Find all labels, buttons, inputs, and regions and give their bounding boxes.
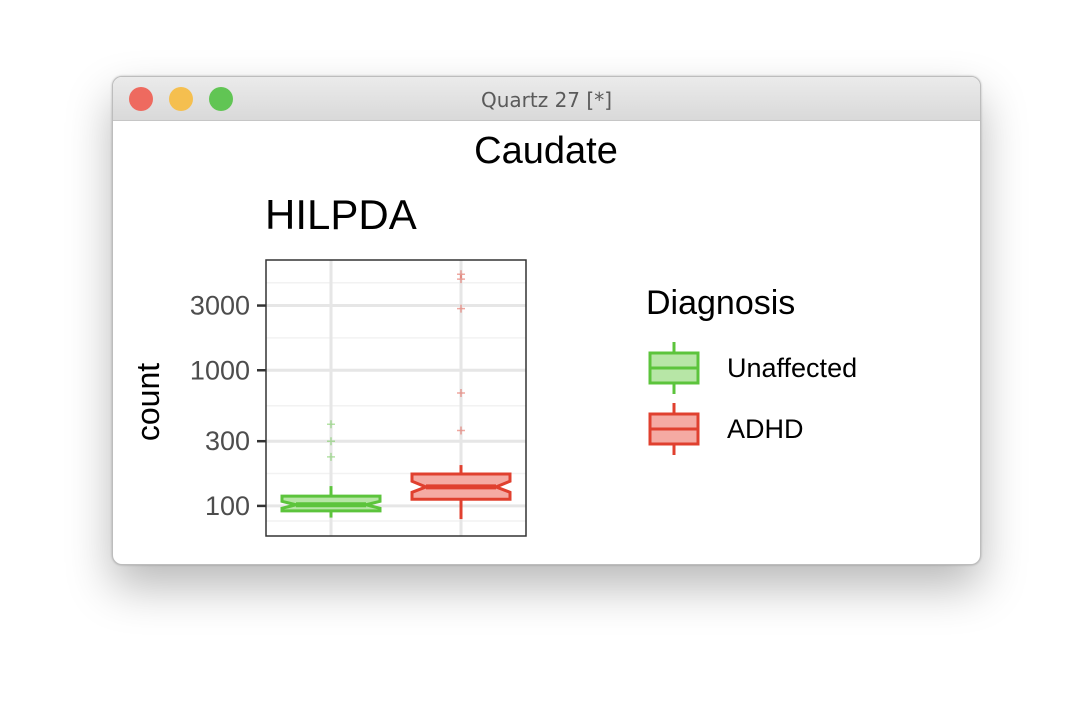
legend-entry-unaffected: Unaffected	[648, 342, 857, 394]
legend-label: Unaffected	[727, 353, 857, 383]
outlier-point	[327, 437, 335, 446]
close-window-button[interactable]	[129, 87, 153, 111]
y-axis-label: count	[130, 363, 166, 441]
outlier-point	[457, 275, 465, 284]
legend-title: Diagnosis	[646, 284, 795, 322]
box-adhd	[410, 270, 512, 520]
legend: Unaffected ADHD	[648, 342, 857, 455]
y-axis: 100 300 1000 3000	[190, 291, 266, 521]
outlier-point	[327, 420, 335, 429]
zoom-window-button[interactable]	[209, 87, 233, 111]
box-layer	[280, 270, 512, 520]
outlier-point	[327, 452, 335, 461]
outlier-point	[457, 304, 465, 313]
y-tick-label: 300	[205, 426, 250, 456]
panel-border	[265, 259, 527, 537]
minimize-window-button[interactable]	[169, 87, 193, 111]
grid-layer	[266, 260, 526, 536]
window-titlebar[interactable]: Quartz 27 [*]	[113, 77, 980, 121]
boxplot-chart: Caudate HILPDA count 100 300 1000 3000 Diag…	[130, 130, 857, 537]
y-tick-label: 3000	[190, 291, 250, 321]
chart-subtitle: HILPDA	[265, 191, 417, 238]
legend-entry-adhd: ADHD	[648, 403, 804, 455]
chart-title: Caudate	[474, 130, 618, 172]
legend-label: ADHD	[727, 414, 804, 444]
quartz-window: Quartz 27 [*] Caudate HILPDA count 100 30…	[112, 76, 981, 565]
y-tick-label: 100	[205, 491, 250, 521]
plot-area: Caudate HILPDA count 100 300 1000 3000 Diag…	[113, 121, 980, 564]
y-tick-label: 1000	[190, 355, 250, 385]
outlier-point	[457, 270, 465, 279]
window-title: Quartz 27 [*]	[480, 88, 612, 112]
outlier-point	[457, 388, 465, 397]
box-unaffected	[280, 420, 382, 518]
outlier-point	[457, 426, 465, 435]
